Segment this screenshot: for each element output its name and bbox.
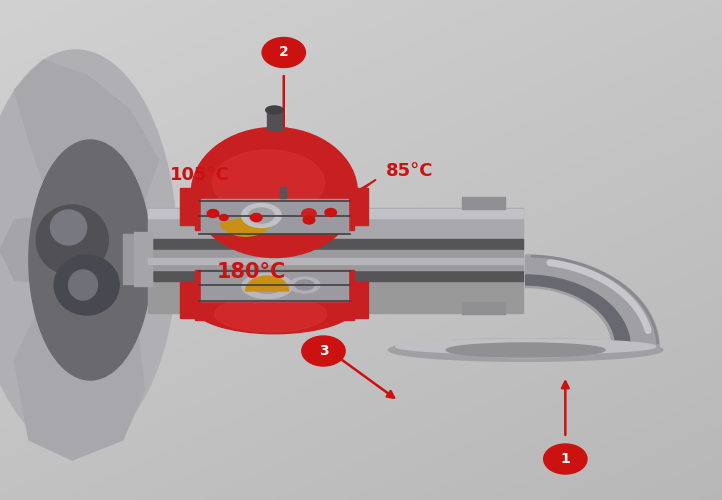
Ellipse shape <box>54 255 119 315</box>
Ellipse shape <box>290 277 320 293</box>
Bar <box>180 188 196 225</box>
Ellipse shape <box>0 50 177 450</box>
Ellipse shape <box>252 278 282 293</box>
Bar <box>148 239 523 250</box>
Polygon shape <box>14 285 144 460</box>
Ellipse shape <box>388 339 663 361</box>
Polygon shape <box>0 215 94 285</box>
Circle shape <box>302 336 345 366</box>
Bar <box>148 280 523 312</box>
Text: 2: 2 <box>279 46 289 60</box>
Ellipse shape <box>241 204 282 228</box>
Bar <box>201 215 348 232</box>
Bar <box>148 208 523 218</box>
Circle shape <box>302 209 316 219</box>
Polygon shape <box>14 60 159 230</box>
Bar <box>134 232 152 286</box>
Ellipse shape <box>29 140 152 380</box>
Ellipse shape <box>212 150 325 215</box>
Text: 180°C: 180°C <box>217 262 286 282</box>
Ellipse shape <box>295 280 314 290</box>
Circle shape <box>207 210 219 218</box>
Ellipse shape <box>191 276 357 334</box>
Bar <box>195 270 354 320</box>
Bar <box>148 250 523 270</box>
Ellipse shape <box>69 270 97 300</box>
Wedge shape <box>245 276 289 291</box>
Bar <box>352 188 368 225</box>
Bar <box>148 270 523 281</box>
Circle shape <box>325 208 336 216</box>
Bar <box>148 258 523 264</box>
Bar <box>201 270 348 301</box>
Bar <box>267 111 282 130</box>
Polygon shape <box>526 275 630 347</box>
Circle shape <box>262 38 305 68</box>
Text: 85°C: 85°C <box>386 162 434 180</box>
Ellipse shape <box>36 205 108 275</box>
Circle shape <box>251 214 262 222</box>
Ellipse shape <box>446 343 605 357</box>
Bar <box>462 302 505 314</box>
Ellipse shape <box>266 106 283 114</box>
Ellipse shape <box>396 339 656 354</box>
Bar <box>180 282 196 318</box>
Bar <box>201 198 348 232</box>
Text: 3: 3 <box>318 344 329 358</box>
Text: 1: 1 <box>560 452 570 466</box>
Bar <box>148 208 523 240</box>
Circle shape <box>303 216 315 224</box>
Ellipse shape <box>242 274 292 298</box>
Text: 105°C: 105°C <box>170 166 230 184</box>
Bar <box>352 282 368 318</box>
Wedge shape <box>219 217 271 236</box>
Ellipse shape <box>191 128 357 258</box>
Bar <box>195 192 354 230</box>
Ellipse shape <box>248 208 274 223</box>
Ellipse shape <box>214 296 326 332</box>
Bar <box>280 188 286 198</box>
Circle shape <box>219 214 228 220</box>
Polygon shape <box>526 255 659 348</box>
Ellipse shape <box>464 339 587 358</box>
Bar <box>462 196 505 209</box>
Bar <box>123 234 152 284</box>
Ellipse shape <box>51 210 87 245</box>
Circle shape <box>544 444 587 474</box>
